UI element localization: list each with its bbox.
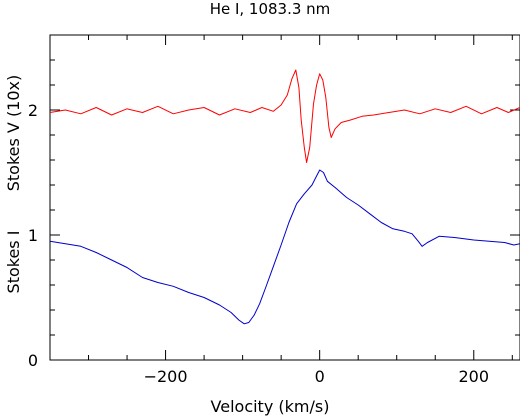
x-axis-label: Velocity (km/s)	[211, 397, 330, 416]
y-tick-label: 1	[28, 226, 38, 245]
axis-ticks: −200 0 200 0 1 2	[28, 35, 520, 386]
plot-frame	[49, 34, 520, 361]
x-tick-label: 200	[458, 367, 489, 386]
stokes-v-line	[49, 69, 520, 163]
y-tick-label: 0	[28, 351, 38, 370]
y-axis-label-bottom: Stokes I	[4, 231, 23, 294]
x-tick-label: −200	[144, 367, 188, 386]
x-tick-label: 0	[315, 367, 325, 386]
series-lines	[49, 69, 520, 325]
y-tick-label: 2	[28, 101, 38, 120]
stokes-i-line	[49, 169, 520, 325]
y-axis-label-top: Stokes V (10x)	[4, 75, 23, 192]
chart-title: He I, 1083.3 nm	[210, 0, 331, 18]
